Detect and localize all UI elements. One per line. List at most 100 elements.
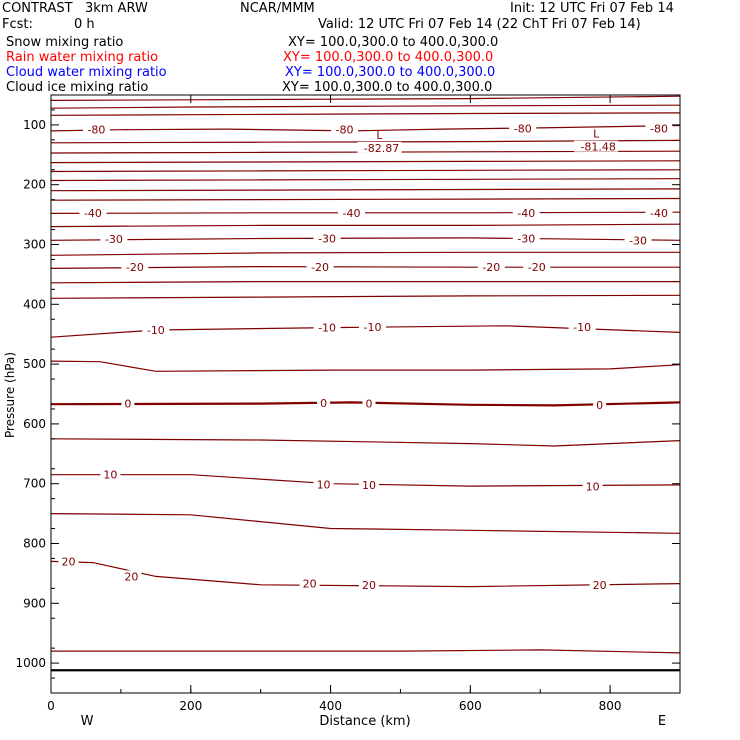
field-xy-cloudice: XY= 100.0,300.0 to 400.0,300.0 [282, 80, 493, 95]
y-tick-label: 900 [23, 596, 46, 610]
model-title: CONTRAST 3km ARW [2, 1, 148, 16]
contour-line [50, 211, 681, 214]
contour-label: 10 [586, 481, 600, 494]
contour-label: 0 [365, 398, 372, 411]
contour-label-bg [313, 478, 334, 491]
field-xy-cloudwater: XY= 100.0,300.0 to 400.0,300.0 [285, 65, 496, 80]
contour-labels: -80 -80 -80 -80-40 -40 -40 -40-30 -30 -30 -30-20-… [58, 122, 673, 592]
contour-label-bg [79, 206, 107, 219]
contour-line [50, 560, 681, 588]
field-name-cloudice: Cloud ice mixing ratio [6, 80, 149, 95]
contour-label-bg [100, 233, 128, 246]
contour-label: -20 [482, 261, 500, 274]
contour-label-bg [624, 234, 652, 247]
field-name-rain: Rain water mixing ratio [6, 50, 159, 65]
contour-label: 0 [596, 399, 603, 412]
contour-label-bg [338, 206, 366, 219]
x-tick-label: 600 [459, 699, 482, 713]
contour-line [50, 360, 681, 372]
contour-label: -80 [87, 124, 105, 137]
contour-label: -30 [318, 233, 336, 246]
x-axis-ticks: 0 200 400 600 800 [47, 95, 622, 713]
contour-label: -80 [336, 124, 354, 137]
y-tick-label: 1000 [15, 656, 46, 670]
contour-line [50, 237, 681, 241]
extreme-value: -82.87 [364, 142, 399, 155]
contour-label: 20 [124, 570, 138, 583]
contour-label-bg [589, 578, 610, 591]
contour-line [50, 178, 681, 182]
low-marker: L [593, 128, 600, 141]
contour-line [50, 197, 681, 201]
contour-label: -30 [517, 233, 535, 246]
contour-label: -40 [517, 207, 535, 220]
x-tick-label: 400 [319, 699, 342, 713]
contour-label: -10 [318, 322, 336, 335]
contour-label-bg [358, 578, 379, 591]
fcst-value: 0 h [74, 17, 95, 32]
contour-label-bg [121, 397, 135, 410]
contour-line [50, 104, 681, 109]
contour-label-bg [121, 570, 142, 583]
contour-label: 10 [362, 479, 376, 492]
y-tick-label: 500 [23, 357, 46, 371]
contour-label-bg [358, 478, 379, 491]
contour-label-bg [477, 261, 505, 274]
contour-label-bg [645, 206, 673, 219]
contour-label: 10 [103, 469, 117, 482]
contour-label-bg [317, 396, 331, 409]
contour-label: -80 [514, 122, 532, 135]
y-tick-label: 300 [23, 238, 46, 252]
contour-label: -40 [343, 207, 361, 220]
contour-label-bg [362, 397, 376, 410]
contour-line [51, 649, 681, 654]
y-tick-label: 100 [23, 118, 46, 132]
contour-label-bg [568, 321, 596, 334]
contour-label: -80 [650, 122, 668, 135]
contour-line [50, 160, 681, 164]
contour-label-bg [509, 122, 537, 135]
contour-label: -20 [311, 261, 329, 274]
x-tick-label: 200 [179, 699, 202, 713]
contour-label-bg [582, 480, 603, 493]
contour-label: 20 [362, 579, 376, 592]
x-end-label-left: W [81, 714, 94, 729]
y-tick-label: 800 [23, 537, 46, 551]
contour-label-bg [100, 468, 121, 481]
contour-line [50, 281, 680, 284]
contour-label-bg [512, 206, 540, 219]
x-tick-label: 0 [47, 699, 55, 713]
contour-line [50, 112, 681, 116]
init-time: Init: 12 UTC Fri 07 Feb 14 [510, 1, 674, 16]
field-name-cloudwater: Cloud water mixing ratio [6, 65, 167, 80]
x-axis-title: Distance (km) [319, 714, 410, 729]
valid-time: Valid: 12 UTC Fri 07 Feb 14 (22 ChT Fri … [318, 17, 641, 32]
field-name-snow: Snow mixing ratio [6, 35, 124, 50]
contour-label: -20 [126, 261, 144, 274]
contour-label-bg [299, 577, 320, 590]
contour-line [50, 169, 681, 173]
contour-line [50, 251, 680, 256]
contour-label-bg [512, 232, 540, 245]
contour-line [50, 124, 681, 132]
contour-label: -30 [629, 234, 647, 247]
contour-label: 20 [61, 555, 75, 568]
x-end-label-right: E [658, 714, 666, 729]
contour-label: -10 [573, 321, 591, 334]
extreme-value-bg [357, 141, 402, 153]
y-tick-label: 700 [23, 477, 46, 491]
contour-label: -40 [84, 207, 102, 220]
field-xy-snow: XY= 100.0,300.0 to 400.0,300.0 [288, 35, 499, 50]
contour-line [50, 223, 681, 228]
y-tick-label: 400 [23, 297, 46, 311]
contour-line [50, 95, 681, 101]
contour-label: -10 [147, 324, 165, 337]
contour-label: 0 [124, 398, 131, 411]
contour-label: 0 [320, 397, 327, 410]
extreme-value-bg [574, 140, 619, 152]
contour-label-bg [313, 321, 341, 334]
contour-label: 20 [303, 578, 317, 591]
contour-label-bg [331, 123, 359, 136]
